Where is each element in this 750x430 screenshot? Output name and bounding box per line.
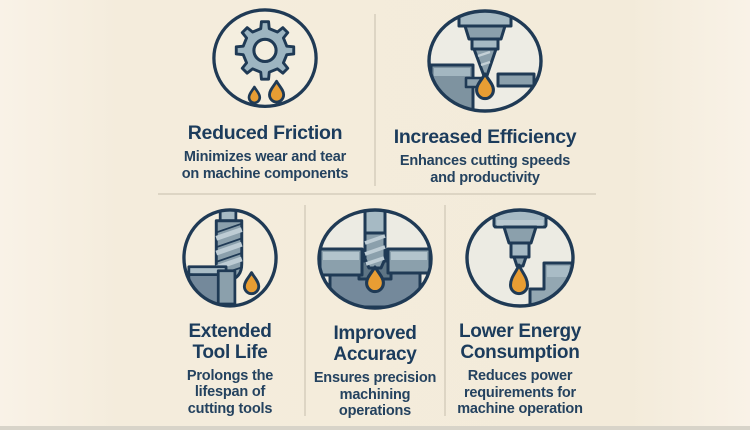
- top-row: Reduced Friction Minimizes wear and tear…: [155, 0, 595, 193]
- desc-line: Enhances cutting speeds: [399, 153, 571, 169]
- benefit-card-increased-efficiency: Increased Efficiency Enhances cutting sp…: [375, 0, 595, 193]
- drill-bit-icon: [181, 207, 279, 309]
- title-line: Accuracy: [333, 344, 417, 365]
- benefit-description: Prolongs the lifespan of cutting tools: [187, 368, 273, 418]
- coolant-nozzle-icon: [464, 207, 576, 309]
- divider-top-vertical: [374, 14, 376, 186]
- desc-line: Reduces power: [467, 368, 573, 384]
- title-line: Improved: [333, 323, 417, 344]
- desc-line: Minimizes wear and tear: [183, 149, 347, 166]
- benefit-description: Enhances cutting speeds and productivity: [400, 153, 570, 186]
- benefit-title: Improved Accuracy: [333, 323, 416, 365]
- title-line: Tool Life: [192, 341, 268, 363]
- divider-bottom-vertical-2: [444, 205, 446, 416]
- desc-line: cutting tools: [187, 400, 273, 417]
- title-line: Increased Efficiency: [393, 126, 577, 148]
- benefit-title: Increased Efficiency: [394, 127, 577, 148]
- benefit-card-extended-tool-life: Extended Tool Life Prolongs the lifespan…: [155, 196, 305, 430]
- desc-line: and productivity: [430, 169, 540, 186]
- title-line: Reduced Friction: [187, 122, 343, 145]
- benefit-title: Lower Energy Consumption: [459, 321, 581, 363]
- benefit-title: Reduced Friction: [187, 122, 343, 145]
- benefit-title: Extended Tool Life: [188, 321, 271, 363]
- benefit-description: Minimizes wear and tear on machine compo…: [182, 149, 349, 182]
- milling-spindle-icon: [426, 8, 544, 114]
- divider-horizontal: [158, 193, 596, 195]
- benefit-card-improved-accuracy: Improved Accuracy Ensures precision mach…: [305, 196, 445, 430]
- divider-bottom-vertical-1: [304, 205, 306, 416]
- desc-line: Prolongs the: [186, 367, 274, 384]
- benefit-card-lower-energy-consumption: Lower Energy Consumption Reduces power r…: [445, 196, 595, 430]
- desc-line: operations: [338, 403, 412, 419]
- desc-line: machining: [339, 386, 411, 403]
- gear-oil-drops-icon: [211, 8, 319, 110]
- benefit-card-reduced-friction: Reduced Friction Minimizes wear and tear…: [155, 0, 375, 193]
- desc-line: lifespan of: [194, 384, 266, 401]
- desc-line: requirements for: [463, 384, 576, 401]
- desc-line: on machine components: [181, 165, 349, 182]
- desc-line: machine operation: [457, 401, 583, 417]
- benefit-description: Reduces power requirements for machine o…: [457, 368, 583, 418]
- title-line: Consumption: [460, 342, 580, 363]
- bottom-edge-strip: [0, 426, 750, 430]
- title-line: Lower Energy: [458, 321, 582, 342]
- end-mill-icon: [316, 207, 434, 311]
- bottom-row: Extended Tool Life Prolongs the lifespan…: [155, 196, 595, 430]
- benefit-description: Ensures precision machining operations: [313, 370, 437, 420]
- title-line: Extended: [188, 320, 272, 342]
- desc-line: Ensures precision: [313, 370, 437, 386]
